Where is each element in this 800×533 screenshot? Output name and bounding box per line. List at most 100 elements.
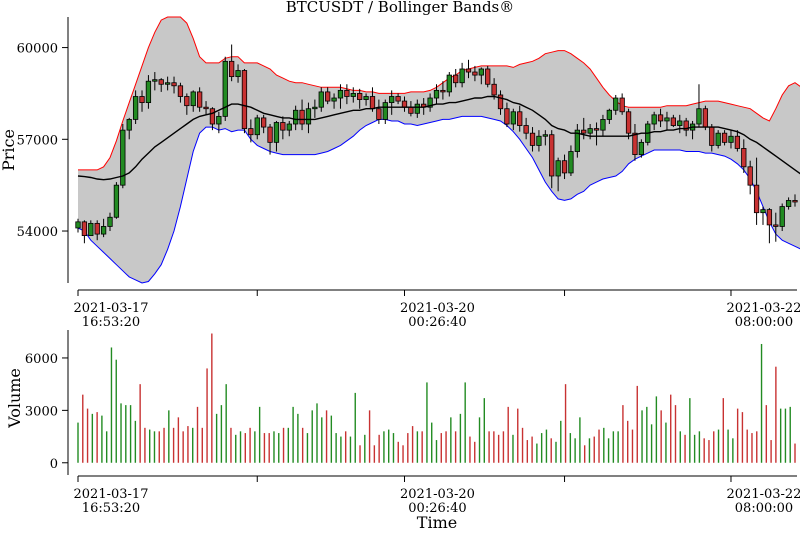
candle-down — [747, 160, 753, 195]
candle-down — [792, 194, 798, 207]
candle-up — [574, 124, 580, 158]
candle-up — [728, 130, 734, 149]
candle-body — [555, 160, 561, 177]
candle-body — [280, 122, 286, 131]
candle-body — [305, 108, 312, 125]
candle-down — [753, 157, 760, 225]
candle-body — [753, 184, 760, 214]
candle-body — [273, 122, 280, 143]
candle-body — [363, 96, 369, 100]
candle-body — [286, 123, 292, 131]
candle-body — [485, 68, 491, 85]
candle-body — [401, 100, 408, 108]
price-x-tick-time: 08:00:00 — [735, 315, 793, 330]
candle-body — [94, 222, 100, 235]
candle-down — [248, 119, 254, 143]
candle-up — [312, 99, 318, 118]
candle-body — [325, 91, 331, 102]
candle-body — [721, 132, 728, 143]
candle-body — [414, 103, 420, 114]
candle-body — [184, 96, 190, 107]
candle-up — [100, 218, 107, 238]
candle-up — [337, 84, 344, 109]
candle-down — [773, 212, 779, 242]
candle-body — [427, 97, 433, 108]
candle-body — [190, 91, 196, 107]
candle-body — [337, 89, 344, 99]
candle-up — [222, 56, 228, 121]
candle-body — [670, 117, 677, 126]
price-x-tick-date: 2021-03-20 — [400, 301, 475, 316]
volume-x-tick-date: 2021-03-17 — [74, 487, 149, 502]
candle-body — [606, 109, 612, 120]
candle-down — [485, 65, 491, 88]
candle-up — [318, 87, 324, 112]
candle-down — [299, 99, 305, 131]
candle-down — [504, 102, 510, 128]
candle-body — [158, 79, 164, 85]
candle-up — [779, 203, 785, 232]
middle-band-line — [77, 95, 800, 181]
candle-body — [433, 89, 440, 99]
candle-body — [638, 141, 644, 155]
candle-body — [542, 134, 548, 137]
candle-body — [651, 114, 657, 125]
candle-up — [427, 93, 433, 112]
candle-body — [216, 115, 222, 125]
lower-band-line — [77, 115, 800, 284]
price-x-tick-date: 2021-03-17 — [74, 301, 149, 316]
volume-axis-title: Volume — [5, 368, 24, 429]
price-x-tick-time: 00:26:40 — [408, 315, 466, 330]
candle-body — [613, 97, 619, 111]
candle-up — [478, 67, 484, 85]
candle-body — [459, 68, 465, 84]
candle-up — [75, 218, 81, 233]
candle-down — [523, 117, 529, 140]
candle-body — [491, 83, 497, 96]
chart-title: BTCUSDT / Bollinger Bands® — [286, 0, 515, 16]
candle-down — [721, 130, 728, 146]
candle-body — [715, 132, 721, 146]
candle-body — [75, 221, 81, 229]
volume-x-tick-time: 00:26:40 — [408, 501, 466, 516]
candle-body — [568, 151, 574, 174]
candle-body — [677, 120, 683, 126]
candle-body — [299, 109, 305, 125]
candle-down — [561, 154, 568, 180]
candle-down — [94, 220, 100, 241]
price-y-tick-label: 60000 — [17, 42, 58, 57]
candle-body — [139, 96, 145, 104]
candle-down — [619, 93, 625, 115]
candle-body — [164, 82, 171, 85]
candle-up — [331, 93, 337, 109]
candle-up — [613, 94, 619, 115]
candle-up — [638, 139, 644, 158]
candle-down — [734, 130, 741, 152]
candle-body — [293, 109, 299, 125]
candle-body — [357, 93, 363, 100]
candle-body — [504, 108, 510, 125]
candle-up — [555, 157, 561, 192]
candle-body — [389, 96, 395, 104]
candle-body — [209, 108, 216, 125]
candle-body — [145, 80, 152, 104]
candle-body — [88, 222, 94, 237]
candle-body — [203, 106, 209, 110]
candle-body — [702, 108, 709, 128]
candle-body — [785, 200, 792, 207]
candle-up — [273, 120, 280, 152]
volume-x-tick-date: 2021-03-22 — [727, 487, 800, 502]
price-axis-title: Price — [0, 129, 18, 171]
candle-up — [760, 206, 766, 225]
candle-body — [478, 68, 484, 76]
candle-down — [632, 124, 638, 161]
candle-body — [369, 96, 376, 110]
candle-up — [536, 130, 542, 152]
candle-up — [568, 145, 574, 176]
candle-down — [344, 84, 350, 105]
candle-up — [190, 90, 196, 112]
candle-down — [766, 208, 773, 244]
candle-body — [113, 184, 120, 218]
